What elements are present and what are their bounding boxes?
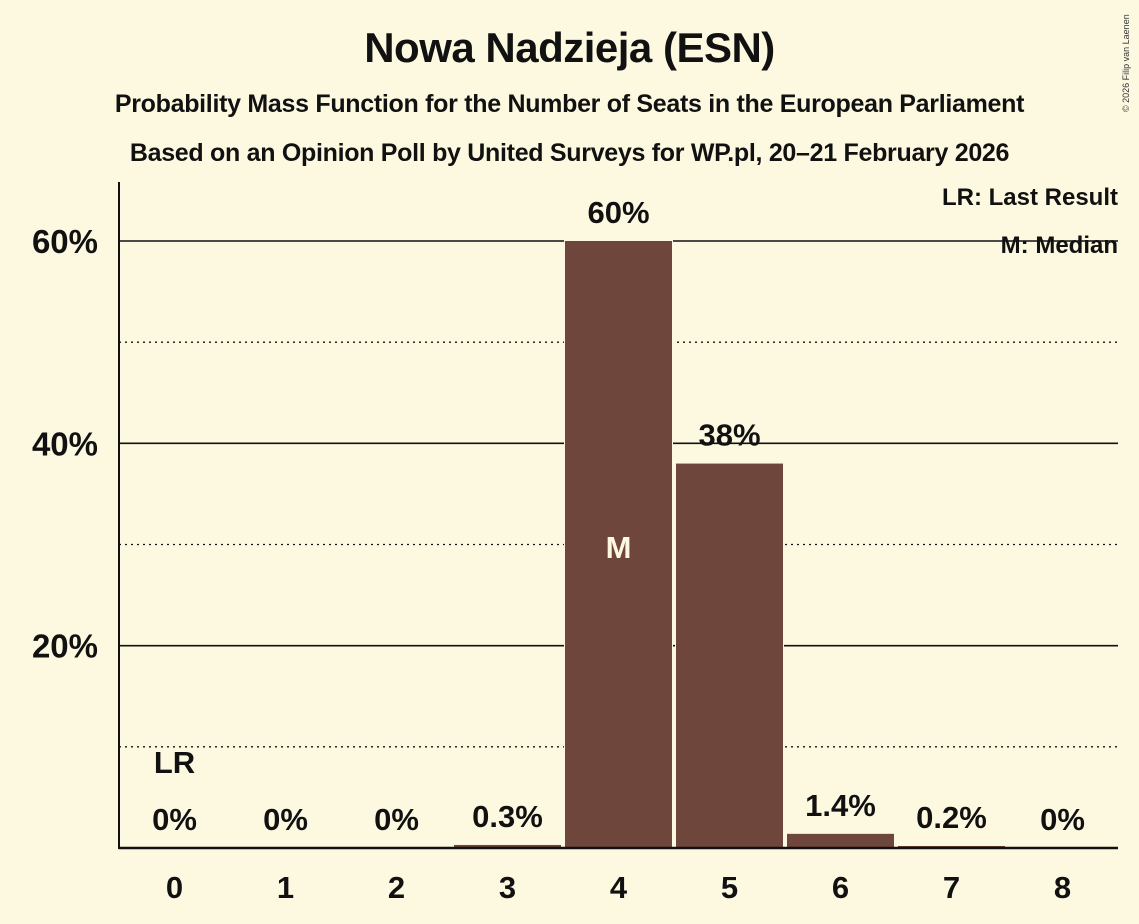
bar-seats-3 (454, 844, 561, 848)
bar-value-label: 38% (698, 418, 760, 453)
bar-seats-5 (676, 463, 783, 848)
last-result-marker: LR (154, 745, 195, 780)
bar-value-label: 0.3% (472, 799, 543, 834)
chart-source: Based on an Opinion Poll by United Surve… (129, 139, 1010, 167)
bar-value-label: 0% (263, 802, 308, 837)
x-tick-label: 4 (610, 870, 628, 905)
x-tick-label: 0 (166, 870, 183, 905)
chart-title: Nowa Nadzieja (ESN) (364, 24, 775, 71)
x-tick-label: 7 (943, 870, 960, 905)
x-tick-label: 2 (388, 870, 405, 905)
x-tick-label: 1 (277, 870, 294, 905)
y-tick-label: 60% (32, 223, 98, 260)
x-tick-label: 6 (832, 870, 849, 905)
bar-value-label: 0% (1040, 802, 1085, 837)
bar-value-label: 60% (587, 195, 649, 230)
x-tick-label: 5 (721, 870, 738, 905)
bar-value-label: 0.2% (916, 800, 987, 835)
x-tick-label: 8 (1054, 870, 1071, 905)
bar-seats-6 (787, 833, 894, 848)
legend-last-result: LR: Last Result (941, 184, 1118, 211)
bar-seats-4 (565, 241, 672, 848)
chart-subtitle: Probability Mass Function for the Number… (114, 90, 1025, 118)
y-tick-label: 40% (32, 425, 98, 462)
x-tick-label: 3 (499, 870, 516, 905)
median-marker: M (606, 530, 632, 565)
bar-value-label: 0% (152, 802, 197, 837)
legend-median: M: Median (1000, 232, 1118, 259)
bar-value-label: 1.4% (805, 788, 876, 823)
bar-value-label: 0% (374, 802, 419, 837)
y-tick-label: 20% (32, 628, 98, 665)
